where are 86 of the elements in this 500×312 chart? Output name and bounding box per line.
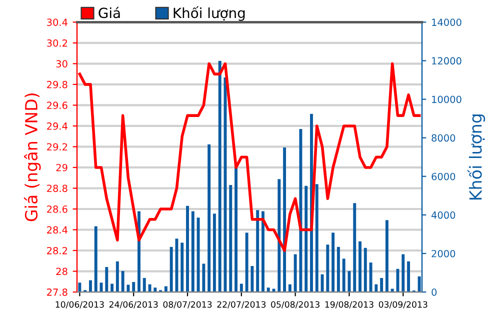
x-tick-label: 22/07/2013 (217, 301, 266, 308)
bar (154, 288, 157, 292)
bar (283, 147, 286, 292)
bar (369, 262, 372, 292)
bar (288, 284, 292, 292)
bar (261, 211, 264, 292)
bar (315, 184, 318, 292)
bar (105, 266, 108, 292)
x-tick-label: 05/08/2013 (271, 301, 320, 308)
y-tick-label: 28.8 (47, 184, 68, 192)
bar (196, 218, 200, 292)
y-axis-title: Giá (ngân VND) (24, 94, 41, 222)
bar (202, 264, 206, 292)
y-tick-label: 27.8 (47, 288, 68, 296)
bar (332, 232, 335, 292)
y-tick-label: 28.2 (47, 246, 67, 254)
bar (278, 179, 281, 292)
y2-tick-label: 4000 (432, 211, 456, 219)
y-tick-label: 28.4 (47, 226, 68, 234)
legend-label: Giá (98, 6, 120, 18)
bar (88, 280, 92, 292)
bar (94, 226, 98, 292)
bar (348, 271, 351, 292)
y2-tick-label: 0 (432, 288, 437, 296)
y-tick-label: 29.2 (47, 143, 67, 151)
y2-tick-label: 6000 (432, 172, 456, 180)
y-tick-label: 29.4 (47, 122, 68, 130)
bar (180, 242, 184, 292)
bar (353, 203, 356, 292)
y-tick-label: 30.2 (47, 39, 67, 47)
bar (240, 284, 243, 292)
bar (116, 261, 119, 292)
bar (358, 241, 362, 292)
y-tick-label: 29.8 (47, 80, 68, 88)
x-tick-label: 10/06/2013 (56, 301, 104, 308)
bar (385, 220, 388, 292)
bar (78, 282, 82, 292)
bar (336, 246, 340, 292)
x-tick-label: 24/06/2013 (109, 301, 158, 308)
bar (164, 286, 168, 292)
x-tick-label: 03/09/2013 (378, 301, 428, 308)
x-tick-label: 19/08/2013 (325, 301, 374, 308)
bar (208, 144, 211, 292)
bar (380, 278, 384, 292)
bar (212, 214, 216, 292)
y2-axis-title: Khối lượng (468, 114, 486, 200)
bar (304, 186, 308, 292)
bar (294, 254, 297, 292)
bar (374, 284, 378, 292)
bar (234, 166, 238, 292)
bar (402, 254, 405, 292)
bar (218, 60, 222, 292)
y2-tick-label: 2000 (432, 250, 456, 258)
bar (245, 232, 248, 292)
y2-tick-label: 12000 (432, 57, 462, 65)
bar (126, 284, 130, 292)
y-tick-label: 28 (56, 268, 68, 276)
y2-tick-label: 10000 (432, 96, 462, 104)
bar (142, 278, 146, 292)
x-tick-label: 08/07/2013 (163, 301, 212, 308)
bar (175, 238, 178, 292)
bar (132, 282, 136, 292)
y-tick-label: 30.4 (47, 18, 68, 26)
bar (110, 284, 114, 292)
y-tick-label: 28.6 (47, 205, 68, 213)
bar (342, 258, 346, 292)
y-tick-label: 29.6 (47, 102, 68, 110)
bar (364, 248, 367, 292)
y-tick-label: 29 (56, 164, 68, 172)
bar (229, 185, 232, 292)
bar (320, 274, 324, 292)
bar (266, 288, 270, 292)
bar (299, 128, 302, 292)
legend-label: Khối lượng (174, 6, 245, 21)
bar (121, 271, 124, 292)
y2-tick-label: 8000 (432, 134, 456, 142)
bar (170, 246, 173, 292)
y2-tick-label: 14000 (432, 18, 462, 26)
bar (326, 244, 330, 292)
bar (250, 266, 254, 292)
bar (256, 210, 260, 292)
bar (407, 261, 410, 292)
bar (186, 206, 189, 292)
bar (191, 211, 194, 292)
y-tick-label: 30 (56, 60, 68, 68)
bar (148, 284, 152, 292)
